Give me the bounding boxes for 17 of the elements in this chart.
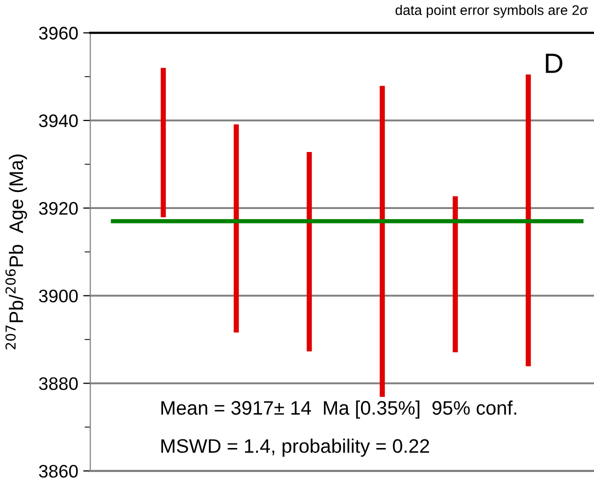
- bar: [306, 152, 312, 352]
- text: data point error symbols are 2σ: [396, 4, 588, 18]
- y-tick-label: 3960: [39, 26, 78, 40]
- y-axis-title: $^{207}$Pb/$^{206}$Pb Age (Ma): [5, 154, 28, 350]
- annotation: Mean = 3917± 14 Ma [0.35%] 95% conf.: [161, 400, 516, 419]
- y-tick-label: 3900: [39, 290, 78, 302]
- y-tick-label: 3940: [39, 114, 78, 128]
- y-tick-label: 3920: [39, 202, 78, 215]
- bar: [160, 68, 166, 218]
- y-tick-label: 3880: [39, 377, 78, 390]
- y-tick-label: 3860: [39, 464, 78, 478]
- annotation: D: [546, 54, 562, 73]
- bar: [526, 74, 531, 366]
- bar: [234, 124, 239, 332]
- annotation: MSWD = 1.4, probability = 0.22: [161, 438, 430, 457]
- bar: [380, 86, 385, 397]
- bar: [452, 196, 458, 352]
